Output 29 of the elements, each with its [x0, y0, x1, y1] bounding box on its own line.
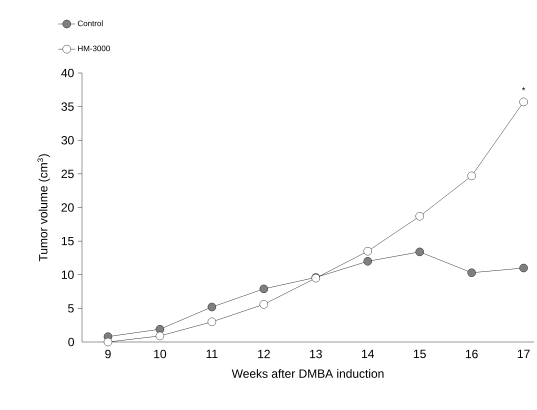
x-tick-label: 14 — [362, 350, 374, 358]
x-axis-title: Weeks after DMBA induction — [232, 369, 384, 378]
x-tick-label: 11 — [206, 350, 218, 358]
annotation: * — [522, 87, 526, 90]
x-tick-label: 9 — [105, 350, 111, 358]
point — [104, 338, 112, 346]
point — [208, 302, 216, 312]
y-tick-label: 15 — [62, 236, 74, 246]
y-tick-label: 35 — [61, 102, 74, 111]
x-tick-label: 13 — [310, 350, 322, 358]
y-axis-title: Tumor volume (cm$^{3}$) — [37, 154, 50, 262]
point — [364, 257, 372, 266]
y-tick-label: 30 — [61, 136, 74, 144]
x-tick-label: 15 — [414, 350, 426, 358]
y-tick-label: 0 — [68, 338, 74, 346]
point — [467, 268, 476, 277]
x-tick-label: 16 — [466, 350, 478, 358]
y-tick-label: 10 — [62, 270, 74, 279]
x-tick-label: 10 — [154, 350, 166, 358]
y-tick-label: 20 — [62, 203, 74, 212]
y-tick-label: 5 — [68, 304, 74, 313]
point — [519, 264, 528, 272]
x-tick-label: 12 — [258, 350, 270, 358]
point — [156, 325, 164, 334]
point — [260, 284, 268, 294]
y-tick-label: 40 — [61, 68, 74, 78]
point — [416, 248, 424, 256]
x-tick-label: 17 — [518, 350, 530, 358]
y-tick-label: 25 — [62, 170, 74, 178]
